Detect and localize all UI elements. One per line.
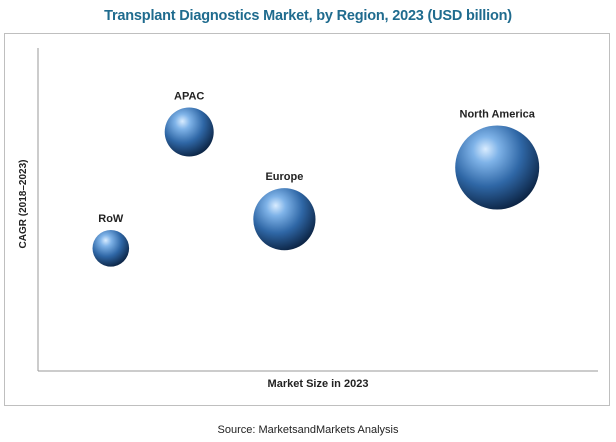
- bubble-label-europe: Europe: [265, 171, 303, 183]
- y-axis-label: CAGR (2018–2023): [18, 160, 29, 249]
- bubble-label-apac: APAC: [174, 91, 204, 103]
- bubble-europe: [253, 188, 316, 251]
- bubble-north-america: [455, 125, 540, 210]
- bubble-series: North America Europe APAC RoW: [92, 91, 540, 267]
- bubble-label-north-america: North America: [460, 109, 536, 121]
- chart-frame: [4, 33, 610, 406]
- source-note: Source: MarketsandMarkets Analysis: [217, 424, 399, 436]
- bubble-label-row: RoW: [98, 213, 124, 225]
- x-axis-label: Market Size in 2023: [268, 378, 369, 390]
- chart-title: Transplant Diagnostics Market, by Region…: [104, 8, 512, 24]
- bubble-apac: [164, 107, 214, 157]
- bubble-row: [92, 230, 130, 267]
